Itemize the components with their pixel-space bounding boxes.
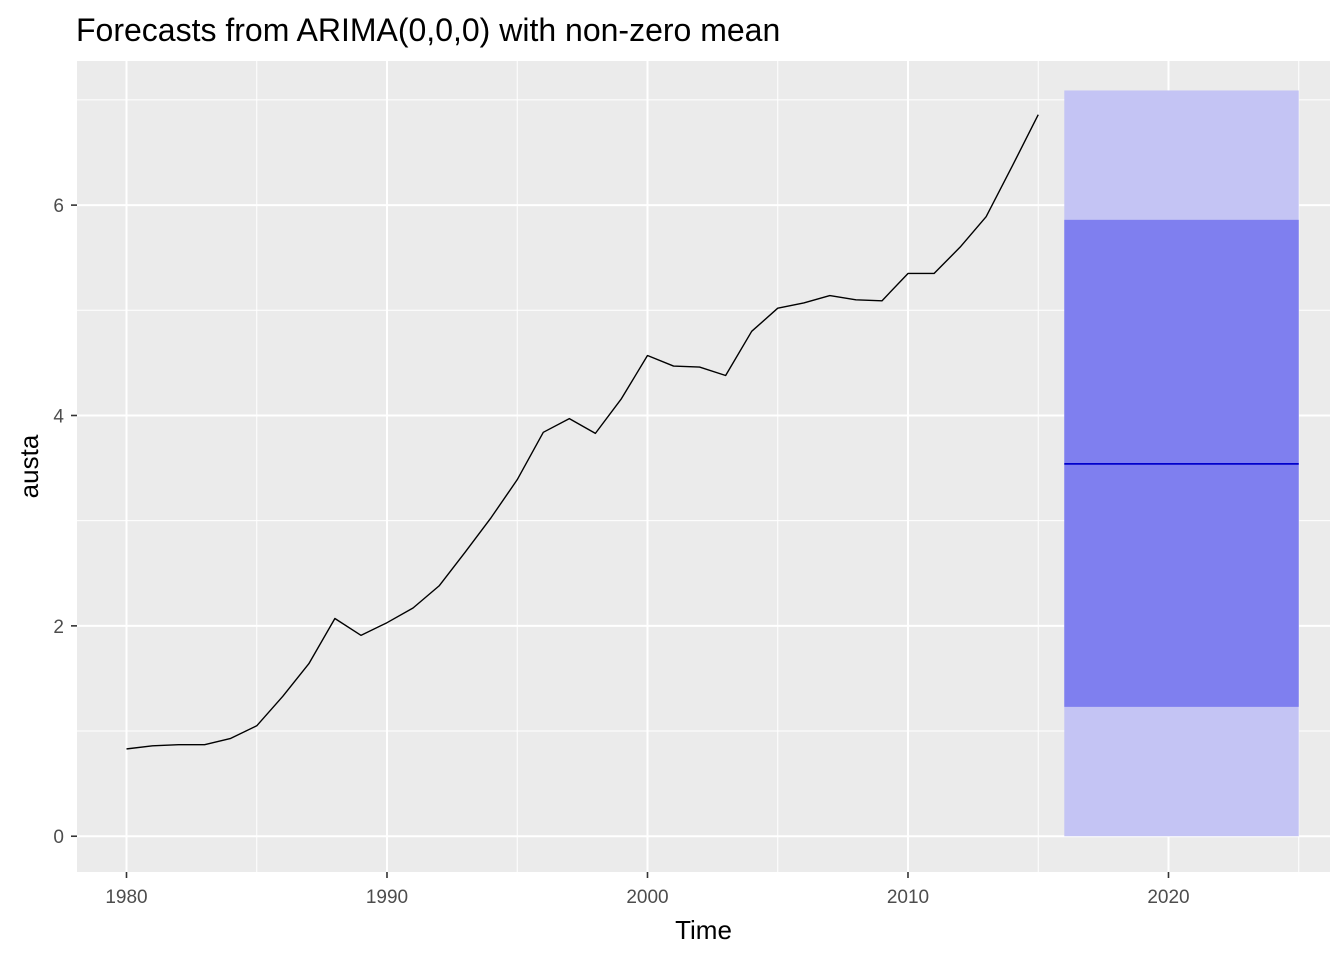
y-axis: 0 2 4 6 bbox=[53, 196, 77, 848]
series-line-observed bbox=[126, 114, 1039, 750]
x-tick-label: 2010 bbox=[887, 887, 929, 908]
y-axis-title: austa bbox=[14, 434, 44, 498]
x-axis-title: Time bbox=[675, 915, 732, 945]
y-tick-label: 6 bbox=[53, 196, 64, 217]
y-tick-label: 4 bbox=[53, 406, 64, 427]
x-tick-label: 2000 bbox=[626, 887, 668, 908]
x-tick-label: 2020 bbox=[1147, 887, 1189, 908]
x-tick-label: 1990 bbox=[366, 887, 408, 908]
y-tick-label: 0 bbox=[53, 827, 64, 848]
x-axis: 1980 1990 2000 2010 2020 bbox=[105, 872, 1190, 908]
y-tick-label: 2 bbox=[53, 617, 64, 638]
x-tick-label: 1980 bbox=[105, 887, 147, 908]
series-lines bbox=[126, 114, 1299, 750]
chart-title: Forecasts from ARIMA(0,0,0) with non-zer… bbox=[76, 12, 780, 48]
